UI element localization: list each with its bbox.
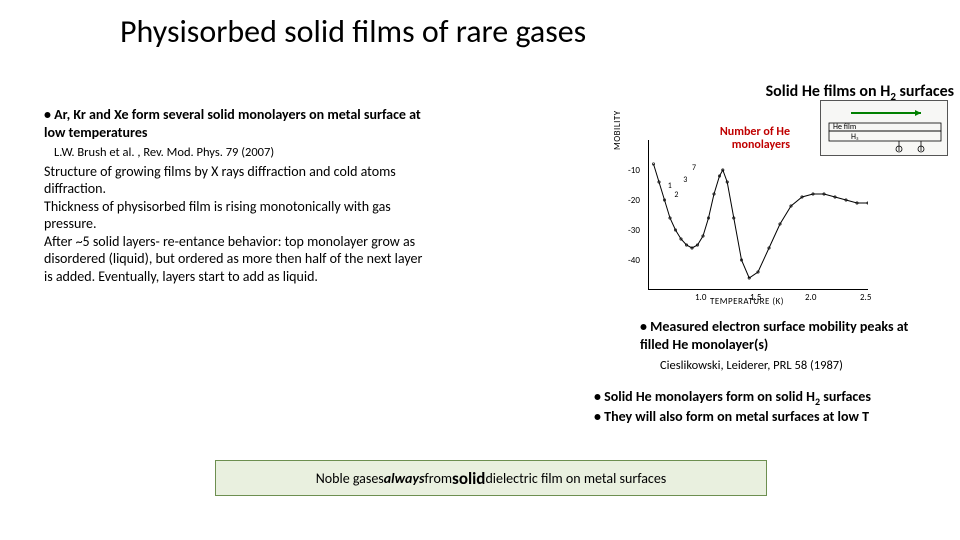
right-bullets-2: • Solid He monolayers form on solid H2 s… [594, 388, 954, 426]
left-body: Structure of growing films by X rays dif… [44, 163, 434, 286]
right-citation: Cieslikowski, Leiderer, PRL 58 (1987) [660, 358, 843, 373]
svg-text:1: 1 [668, 181, 672, 191]
y-tick: -10 [628, 165, 640, 176]
left-citation: L.W. Brush et al. , Rev. Mod. Phys. 79 (… [54, 145, 434, 161]
svg-text:3: 3 [683, 175, 687, 185]
x-tick: 1.0 [695, 292, 706, 303]
bullet-2a: • Solid He monolayers form on solid H2 s… [594, 388, 954, 408]
hl-mid: from [425, 470, 453, 487]
measured-bullet: • Measured electron surface mobility pea… [640, 318, 940, 353]
y-tick: -30 [628, 225, 640, 236]
mobility-chart: MOBILITY TEMPERATURE (K) 1237 -10-20-30-… [620, 110, 940, 310]
svg-text:2: 2 [674, 190, 678, 200]
y-axis-label: MOBILITY [612, 110, 623, 150]
svg-text:7: 7 [692, 163, 696, 173]
y-tick: -20 [628, 195, 640, 206]
x-axis-label: TEMPERATURE (K) [710, 296, 784, 307]
x-tick: 2.5 [860, 292, 871, 303]
highlight-box: Noble gases always from solid dielectric… [215, 460, 767, 496]
x-tick: 2.0 [805, 292, 816, 303]
x-tick: 1.5 [750, 292, 761, 303]
plot-svg: 1237 [648, 140, 868, 290]
heading-post: surfaces [896, 82, 954, 101]
hl-post: dielectric film on metal surfaces [485, 470, 666, 487]
page-title: Physisorbed solid films of rare gases [120, 12, 586, 51]
left-bullet: • Ar, Kr and Xe form several solid monol… [44, 106, 434, 141]
heading-pre: Solid He films on H [766, 82, 891, 101]
hl-emph: always [384, 470, 425, 487]
left-column: • Ar, Kr and Xe form several solid monol… [44, 106, 434, 285]
hl-big: solid [452, 468, 485, 489]
y-tick: -40 [628, 255, 640, 266]
bullet-2b: • They will also form on metal surfaces … [594, 408, 954, 426]
hl-pre: Noble gases [316, 470, 384, 487]
